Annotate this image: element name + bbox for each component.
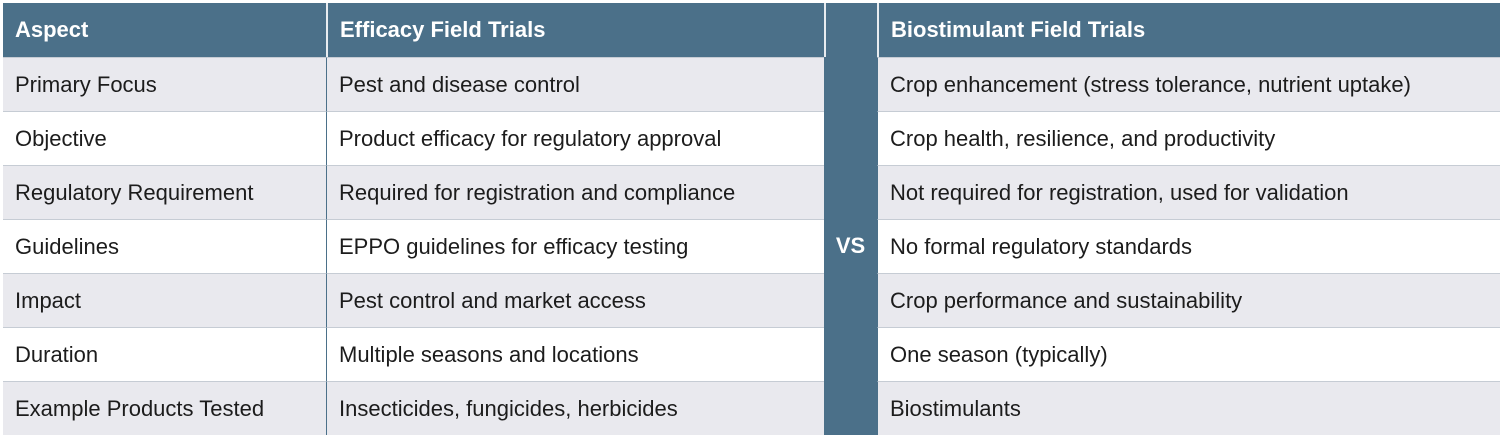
table-cell: Biostimulants <box>877 381 1500 435</box>
table-cell: Not required for registration, used for … <box>877 165 1500 219</box>
table-cell: Required for registration and compliance <box>326 165 824 219</box>
table-cell: Crop performance and sustainability <box>877 273 1500 327</box>
header-cell: Biostimulant Field Trials <box>877 3 1500 57</box>
comparison-table: Aspect Efficacy Field Trials Biostimulan… <box>3 3 1500 435</box>
table-cell: No formal regulatory standards <box>877 219 1500 273</box>
table-cell: Duration <box>3 327 326 381</box>
table-cell: Insecticides, fungicides, herbicides <box>326 381 824 435</box>
table-cell: Guidelines <box>3 219 326 273</box>
table-cell: EPPO guidelines for efficacy testing <box>326 219 824 273</box>
table-cell: Crop health, resilience, and productivit… <box>877 111 1500 165</box>
table-cell: Crop enhancement (stress tolerance, nutr… <box>877 57 1500 111</box>
table-cell: Example Products Tested <box>3 381 326 435</box>
table-cell: Impact <box>3 273 326 327</box>
table-cell: Objective <box>3 111 326 165</box>
header-cell: Aspect <box>3 3 326 57</box>
table-cell: Product efficacy for regulatory approval <box>326 111 824 165</box>
table-cell: Pest control and market access <box>326 273 824 327</box>
table-cell: One season (typically) <box>877 327 1500 381</box>
vs-divider: VS <box>824 57 877 435</box>
table-cell: Primary Focus <box>3 57 326 111</box>
table-cell: Pest and disease control <box>326 57 824 111</box>
table-cell: Multiple seasons and locations <box>326 327 824 381</box>
header-gap <box>824 3 877 57</box>
table-cell: Regulatory Requirement <box>3 165 326 219</box>
header-cell: Efficacy Field Trials <box>326 3 824 57</box>
